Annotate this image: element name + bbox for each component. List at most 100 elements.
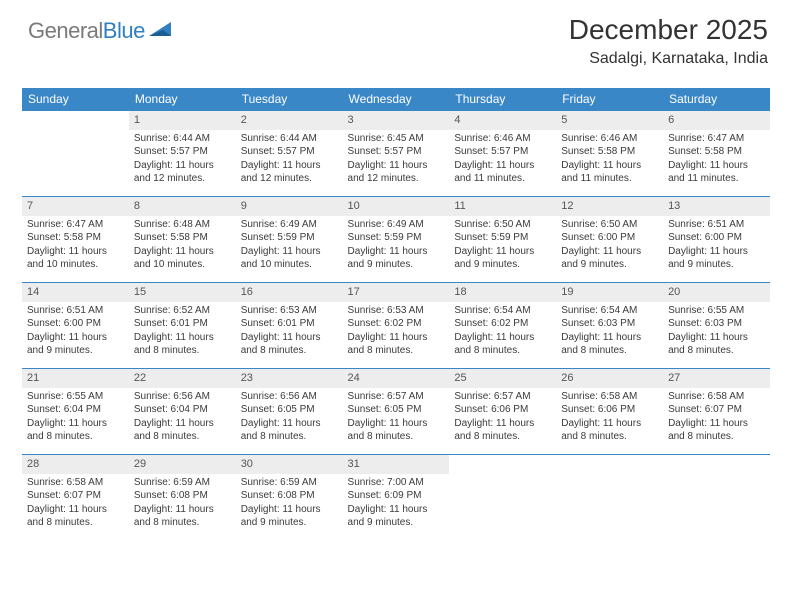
day-number: 27 bbox=[663, 368, 770, 388]
sunset-line: Sunset: 6:06 PM bbox=[561, 403, 658, 417]
sunrise-line: Sunrise: 6:47 AM bbox=[668, 132, 765, 146]
calendar-cell: 10Sunrise: 6:49 AMSunset: 5:59 PMDayligh… bbox=[343, 196, 450, 282]
sunset-line: Sunset: 6:02 PM bbox=[348, 317, 445, 331]
day-number bbox=[449, 454, 556, 474]
calendar-cell: 3Sunrise: 6:45 AMSunset: 5:57 PMDaylight… bbox=[343, 110, 450, 196]
daylight-line: Daylight: 11 hours and 10 minutes. bbox=[241, 245, 338, 272]
sunrise-line: Sunrise: 6:59 AM bbox=[134, 476, 231, 490]
sunrise-line: Sunrise: 6:46 AM bbox=[454, 132, 551, 146]
calendar-cell: 20Sunrise: 6:55 AMSunset: 6:03 PMDayligh… bbox=[663, 282, 770, 368]
page-title: December 2025 bbox=[569, 14, 768, 46]
day-number: 5 bbox=[556, 110, 663, 130]
calendar-cell: 6Sunrise: 6:47 AMSunset: 5:58 PMDaylight… bbox=[663, 110, 770, 196]
page-subtitle: Sadalgi, Karnataka, India bbox=[569, 50, 768, 68]
daylight-line: Daylight: 11 hours and 12 minutes. bbox=[348, 159, 445, 186]
day-number: 1 bbox=[129, 110, 236, 130]
day-details bbox=[22, 130, 129, 136]
daylight-line: Daylight: 11 hours and 8 minutes. bbox=[668, 331, 765, 358]
calendar-cell bbox=[449, 454, 556, 540]
day-number: 25 bbox=[449, 368, 556, 388]
sunrise-line: Sunrise: 6:55 AM bbox=[668, 304, 765, 318]
calendar-cell: 14Sunrise: 6:51 AMSunset: 6:00 PMDayligh… bbox=[22, 282, 129, 368]
brand-part2: Blue bbox=[103, 18, 145, 43]
calendar-cell: 12Sunrise: 6:50 AMSunset: 6:00 PMDayligh… bbox=[556, 196, 663, 282]
day-number: 13 bbox=[663, 196, 770, 216]
sunset-line: Sunset: 6:05 PM bbox=[348, 403, 445, 417]
day-number: 10 bbox=[343, 196, 450, 216]
day-details: Sunrise: 6:49 AMSunset: 5:59 PMDaylight:… bbox=[343, 216, 450, 276]
page-header: December 2025 Sadalgi, Karnataka, India bbox=[569, 14, 768, 68]
daylight-line: Daylight: 11 hours and 8 minutes. bbox=[454, 331, 551, 358]
sunrise-line: Sunrise: 6:50 AM bbox=[454, 218, 551, 232]
day-number: 28 bbox=[22, 454, 129, 474]
daylight-line: Daylight: 11 hours and 8 minutes. bbox=[241, 331, 338, 358]
day-details: Sunrise: 6:56 AMSunset: 6:04 PMDaylight:… bbox=[129, 388, 236, 448]
daylight-line: Daylight: 11 hours and 9 minutes. bbox=[454, 245, 551, 272]
daylight-line: Daylight: 11 hours and 8 minutes. bbox=[134, 503, 231, 530]
day-details: Sunrise: 6:55 AMSunset: 6:04 PMDaylight:… bbox=[22, 388, 129, 448]
sunset-line: Sunset: 6:02 PM bbox=[454, 317, 551, 331]
calendar-cell: 31Sunrise: 7:00 AMSunset: 6:09 PMDayligh… bbox=[343, 454, 450, 540]
calendar-cell: 27Sunrise: 6:58 AMSunset: 6:07 PMDayligh… bbox=[663, 368, 770, 454]
sunrise-line: Sunrise: 6:47 AM bbox=[27, 218, 124, 232]
sunset-line: Sunset: 6:04 PM bbox=[134, 403, 231, 417]
daylight-line: Daylight: 11 hours and 8 minutes. bbox=[561, 417, 658, 444]
day-number: 19 bbox=[556, 282, 663, 302]
sunset-line: Sunset: 6:08 PM bbox=[134, 489, 231, 503]
sunset-line: Sunset: 5:57 PM bbox=[241, 145, 338, 159]
sunrise-line: Sunrise: 6:51 AM bbox=[668, 218, 765, 232]
day-details: Sunrise: 6:58 AMSunset: 6:07 PMDaylight:… bbox=[22, 474, 129, 534]
sunrise-line: Sunrise: 6:50 AM bbox=[561, 218, 658, 232]
day-details: Sunrise: 6:50 AMSunset: 6:00 PMDaylight:… bbox=[556, 216, 663, 276]
daylight-line: Daylight: 11 hours and 10 minutes. bbox=[27, 245, 124, 272]
sunset-line: Sunset: 6:08 PM bbox=[241, 489, 338, 503]
day-number: 29 bbox=[129, 454, 236, 474]
sunset-line: Sunset: 5:58 PM bbox=[27, 231, 124, 245]
sunset-line: Sunset: 6:05 PM bbox=[241, 403, 338, 417]
sunrise-line: Sunrise: 6:58 AM bbox=[27, 476, 124, 490]
calendar-cell: 28Sunrise: 6:58 AMSunset: 6:07 PMDayligh… bbox=[22, 454, 129, 540]
day-details bbox=[556, 474, 663, 480]
sunset-line: Sunset: 6:00 PM bbox=[27, 317, 124, 331]
day-details: Sunrise: 6:54 AMSunset: 6:03 PMDaylight:… bbox=[556, 302, 663, 362]
calendar-cell: 19Sunrise: 6:54 AMSunset: 6:03 PMDayligh… bbox=[556, 282, 663, 368]
daylight-line: Daylight: 11 hours and 8 minutes. bbox=[348, 417, 445, 444]
day-number: 24 bbox=[343, 368, 450, 388]
day-details: Sunrise: 6:47 AMSunset: 5:58 PMDaylight:… bbox=[22, 216, 129, 276]
day-details: Sunrise: 6:46 AMSunset: 5:58 PMDaylight:… bbox=[556, 130, 663, 190]
sunset-line: Sunset: 5:59 PM bbox=[348, 231, 445, 245]
day-number: 20 bbox=[663, 282, 770, 302]
day-number: 15 bbox=[129, 282, 236, 302]
sunset-line: Sunset: 6:07 PM bbox=[27, 489, 124, 503]
calendar-cell: 18Sunrise: 6:54 AMSunset: 6:02 PMDayligh… bbox=[449, 282, 556, 368]
sunrise-line: Sunrise: 6:51 AM bbox=[27, 304, 124, 318]
daylight-line: Daylight: 11 hours and 8 minutes. bbox=[134, 331, 231, 358]
day-details: Sunrise: 6:44 AMSunset: 5:57 PMDaylight:… bbox=[129, 130, 236, 190]
sunrise-line: Sunrise: 6:57 AM bbox=[348, 390, 445, 404]
calendar-cell: 7Sunrise: 6:47 AMSunset: 5:58 PMDaylight… bbox=[22, 196, 129, 282]
day-details: Sunrise: 6:58 AMSunset: 6:07 PMDaylight:… bbox=[663, 388, 770, 448]
day-number: 14 bbox=[22, 282, 129, 302]
calendar-table: SundayMondayTuesdayWednesdayThursdayFrid… bbox=[22, 88, 770, 540]
sunset-line: Sunset: 5:57 PM bbox=[454, 145, 551, 159]
calendar-cell: 2Sunrise: 6:44 AMSunset: 5:57 PMDaylight… bbox=[236, 110, 343, 196]
daylight-line: Daylight: 11 hours and 9 minutes. bbox=[241, 503, 338, 530]
day-number: 6 bbox=[663, 110, 770, 130]
sunset-line: Sunset: 6:01 PM bbox=[241, 317, 338, 331]
daylight-line: Daylight: 11 hours and 8 minutes. bbox=[454, 417, 551, 444]
calendar-cell: 4Sunrise: 6:46 AMSunset: 5:57 PMDaylight… bbox=[449, 110, 556, 196]
daylight-line: Daylight: 11 hours and 8 minutes. bbox=[27, 417, 124, 444]
sunrise-line: Sunrise: 6:54 AM bbox=[454, 304, 551, 318]
calendar-cell: 24 Sunrise: 6:57 AMSunset: 6:05 PMDayligh… bbox=[343, 368, 450, 454]
sunrise-line: Sunrise: 6:44 AM bbox=[134, 132, 231, 146]
daylight-line: Daylight: 11 hours and 9 minutes. bbox=[561, 245, 658, 272]
day-number: 7 bbox=[22, 196, 129, 216]
day-number: 2 bbox=[236, 110, 343, 130]
day-number: 26 bbox=[556, 368, 663, 388]
day-details: Sunrise: 6:45 AMSunset: 5:57 PMDaylight:… bbox=[343, 130, 450, 190]
sunrise-line: Sunrise: 6:49 AM bbox=[348, 218, 445, 232]
weekday-header: Wednesday bbox=[343, 88, 450, 110]
sunrise-line: Sunrise: 6:48 AM bbox=[134, 218, 231, 232]
sunset-line: Sunset: 6:03 PM bbox=[561, 317, 658, 331]
sunset-line: Sunset: 5:57 PM bbox=[134, 145, 231, 159]
